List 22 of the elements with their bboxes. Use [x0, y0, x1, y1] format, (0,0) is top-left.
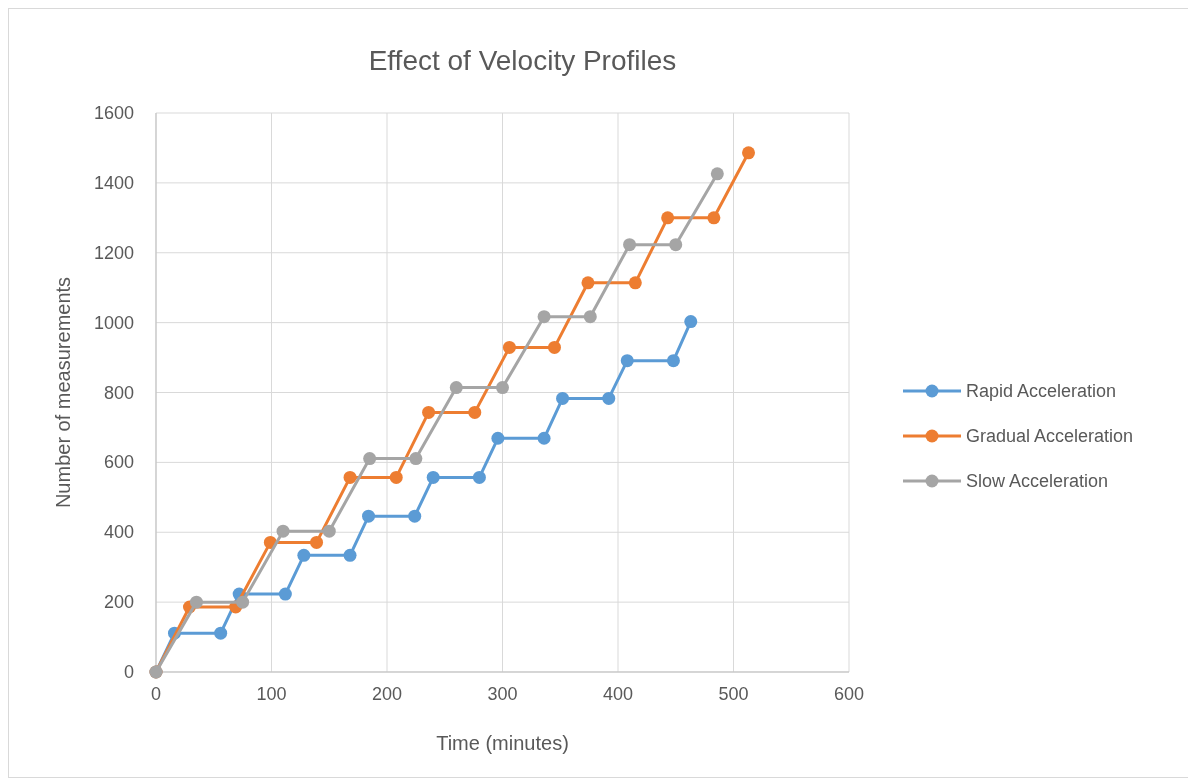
- chart-title: Effect of Velocity Profiles: [368, 45, 677, 76]
- y-tick-label: 0: [123, 662, 134, 682]
- legend-label: Gradual Acceleration: [966, 426, 1134, 446]
- y-tick-label: 1600: [93, 103, 134, 123]
- x-tick-label: 500: [718, 684, 749, 704]
- y-tick-label: 400: [103, 522, 134, 543]
- y-tick-label: 200: [103, 592, 134, 613]
- y-tick-label: 800: [103, 382, 134, 403]
- x-tick-label: 0: [150, 684, 162, 704]
- x-tick-label: 600: [833, 684, 865, 704]
- x-tick-label: 300: [487, 684, 518, 704]
- y-tick-label: 1000: [93, 312, 134, 333]
- x-tick-label: 400: [602, 684, 634, 704]
- y-tick-label: 1200: [93, 242, 134, 263]
- legend-label: Rapid Acceleration: [966, 381, 1117, 401]
- x-tick-label: 100: [256, 684, 287, 704]
- legend-label: Slow Acceleration: [966, 471, 1109, 491]
- y-axis-title: Number of measurements: [52, 276, 74, 509]
- y-tick-label: 1400: [93, 172, 134, 193]
- x-axis-title: Time (minutes): [436, 732, 569, 754]
- y-tick-label: 600: [103, 452, 134, 473]
- x-tick-label: 200: [371, 684, 403, 704]
